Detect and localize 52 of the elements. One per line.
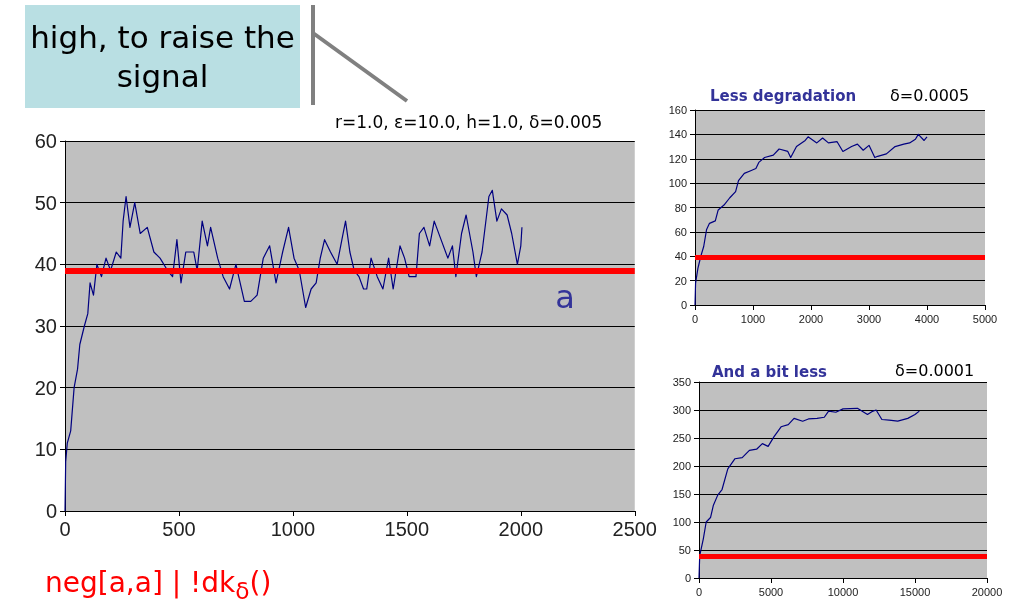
y-tick-label: 100	[672, 516, 691, 528]
y-tick-label: 60	[34, 130, 57, 152]
chart-subtitle: δ=0.0005	[890, 85, 970, 105]
x-tick-label: 3000	[856, 312, 882, 325]
x-tick-label: 15000	[899, 585, 931, 598]
y-tick-label: 140	[668, 128, 687, 141]
y-tick-label: 20	[674, 274, 687, 287]
y-tick-label: 40	[34, 253, 57, 276]
x-tick-label: 0	[59, 518, 71, 540]
y-tick-label: 0	[684, 572, 691, 584]
y-tick-label: 40	[674, 250, 687, 263]
y-tick-label: 250	[672, 432, 691, 444]
y-tick-label: 120	[668, 152, 687, 165]
x-tick-label: 2000	[798, 312, 824, 325]
line-series	[64, 189, 523, 512]
line-series	[694, 133, 928, 306]
chart-subtitle: δ=0.0001	[895, 360, 975, 380]
y-tick-label: 80	[674, 201, 687, 214]
x-tick-label: 500	[162, 518, 196, 540]
y-tick-label: 0	[45, 500, 57, 522]
y-tick-label: 160	[668, 104, 687, 116]
text: neg[a,a] | !dk$_{δ}$()	[45, 566, 272, 605]
y-tick-label: 150	[672, 488, 691, 500]
y-tick-label: 50	[34, 191, 57, 214]
y-tick-label: 30	[34, 315, 57, 337]
x-tick-label: 1000	[270, 518, 316, 540]
x-tick-label: 20000	[971, 585, 1003, 598]
y-tick-label: 60	[674, 225, 687, 238]
x-tick-label: 10000	[827, 585, 859, 598]
ref-line-label: a	[555, 277, 575, 316]
x-tick-label: 0	[695, 585, 703, 598]
x-tick-label: 5000	[758, 585, 784, 598]
x-tick-label: 2000	[498, 518, 544, 540]
y-tick-label: 200	[672, 460, 691, 472]
chart-title: Less degradation	[710, 86, 857, 105]
y-tick-label: 350	[672, 376, 691, 388]
line-series	[698, 407, 920, 579]
chart-title: And a bit less	[712, 362, 828, 381]
y-tick-label: 100	[668, 177, 687, 190]
x-tick-label: 0	[691, 312, 699, 325]
text: high, to raise the signal	[25, 5, 300, 108]
x-tick-label: 5000	[972, 312, 998, 325]
y-tick-label: 300	[672, 404, 691, 416]
chart-title: r=1.0, ε=10.0, h=1.0, δ=0.005	[335, 111, 603, 132]
y-tick-label: 0	[680, 299, 687, 311]
y-tick-label: 10	[34, 438, 57, 461]
x-tick-label: 1500	[384, 518, 430, 540]
y-tick-label: 20	[34, 376, 57, 399]
x-tick-label: 1000	[740, 312, 766, 325]
x-tick-label: 4000	[914, 312, 940, 325]
y-tick-label: 50	[678, 544, 691, 556]
x-tick-label: 2500	[612, 518, 657, 540]
